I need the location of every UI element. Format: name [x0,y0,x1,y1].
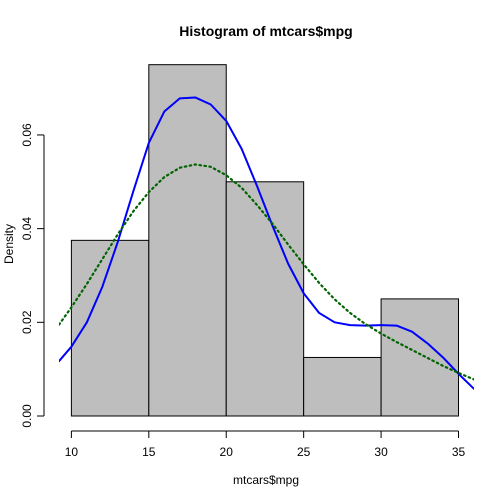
density-curves [59,96,474,390]
x-tick-label: 30 [374,445,388,459]
histogram-bar-5 [380,298,460,417]
histogram-bar-4 [303,356,382,417]
x-tick-label: 20 [220,445,234,459]
density-curve-2 [59,163,474,381]
x-tick-label: 25 [297,445,311,459]
y-tick-label: 0.06 [20,123,34,147]
x-tick-label: 10 [65,445,79,459]
y-axis-label: Density [2,224,16,264]
y-tick-label: 0.04 [20,217,34,241]
density-curve-1 [59,96,474,390]
chart-title: Histogram of mtcars$mpg [179,23,352,39]
y-axis: 0.00 0.02 0.04 0.06 [20,123,45,428]
y-tick-label: 0.02 [20,310,34,334]
histogram-bar-3 [225,181,305,417]
x-tick-label: 15 [142,445,156,459]
x-tick-label: 35 [452,445,466,459]
x-axis: 10 15 20 25 30 35 [65,430,466,459]
x-axis-label: mtcars$mpg [233,473,299,487]
histogram-bar-2 [148,64,227,417]
y-tick-label: 0.00 [20,404,34,428]
histogram-bars [70,64,460,417]
